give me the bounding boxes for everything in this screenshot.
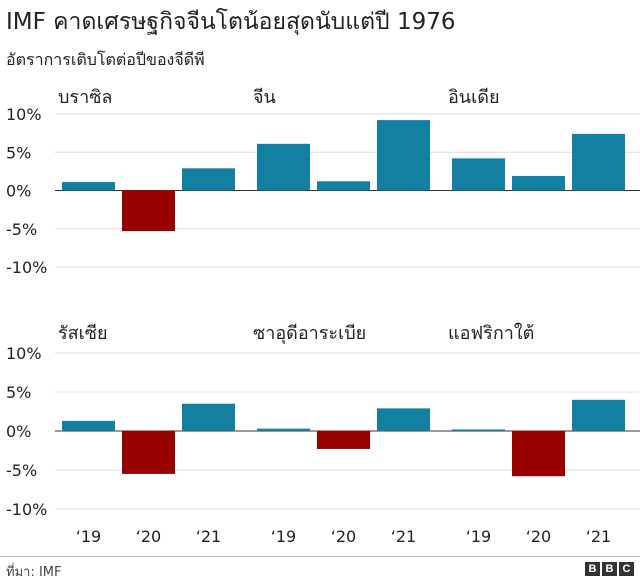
- small-multiples-chart: 10% 5% 0% -5% -10% 10% 5% 0% -5% -10% บราซิล จีน อิน…: [6, 87, 640, 546]
- x-tick-label: ‘21: [196, 527, 221, 546]
- y-tick-label: 0%: [6, 182, 31, 201]
- y-tick-label: 10%: [6, 105, 42, 124]
- panel-title: ซาอุดีอาระเบีย: [253, 323, 366, 344]
- bar: [122, 431, 175, 474]
- x-tick-label: ‘19: [76, 527, 101, 546]
- bar: [512, 431, 565, 477]
- bar: [377, 120, 430, 191]
- x-tick-label: ‘21: [391, 527, 416, 546]
- y-tick-label: -10%: [6, 500, 47, 519]
- x-tick-label: ‘20: [136, 527, 161, 546]
- bar: [377, 408, 430, 431]
- source-note: ที่มา: IMF: [6, 565, 62, 580]
- panel-title: อินเดีย: [448, 87, 500, 108]
- x-tick-label: ‘21: [586, 527, 611, 546]
- bar: [572, 133, 625, 191]
- panel-title: บราซิล: [58, 87, 112, 108]
- bar: [62, 182, 115, 191]
- bar: [572, 399, 625, 431]
- panel-title: แอฟริกาใต้: [448, 322, 534, 344]
- chart-title: IMF คาดเศรษฐกิจจีนโตน้อยสุดนับแต่ปี 1976: [6, 9, 456, 35]
- bar: [452, 158, 505, 191]
- y-tick-label: -10%: [6, 258, 47, 277]
- bar: [257, 143, 310, 191]
- x-tick-label: ‘19: [466, 527, 491, 546]
- panel-title: จีน: [253, 87, 276, 108]
- chart-subtitle: อัตราการเติบโตต่อปีของจีดีพี: [6, 50, 205, 69]
- y-tick-label: -5%: [6, 220, 37, 239]
- bar: [122, 190, 175, 232]
- y-tick-label: 0%: [6, 422, 31, 441]
- bar: [62, 420, 115, 431]
- x-tick-label: ‘20: [331, 527, 356, 546]
- footer-divider: [0, 556, 640, 557]
- x-tick-label: ‘19: [271, 527, 296, 546]
- bar: [257, 428, 310, 431]
- x-tick-label: ‘20: [526, 527, 551, 546]
- bar: [512, 175, 565, 191]
- y-tick-label: -5%: [6, 461, 37, 480]
- bar: [182, 168, 235, 191]
- bar: [452, 429, 505, 431]
- bar: [317, 181, 370, 191]
- panel-title: รัสเซีย: [58, 323, 108, 344]
- bar: [317, 431, 370, 449]
- y-tick-label: 5%: [6, 383, 31, 402]
- y-tick-label: 10%: [6, 344, 42, 363]
- bar: [182, 403, 235, 431]
- y-tick-label: 5%: [6, 143, 31, 162]
